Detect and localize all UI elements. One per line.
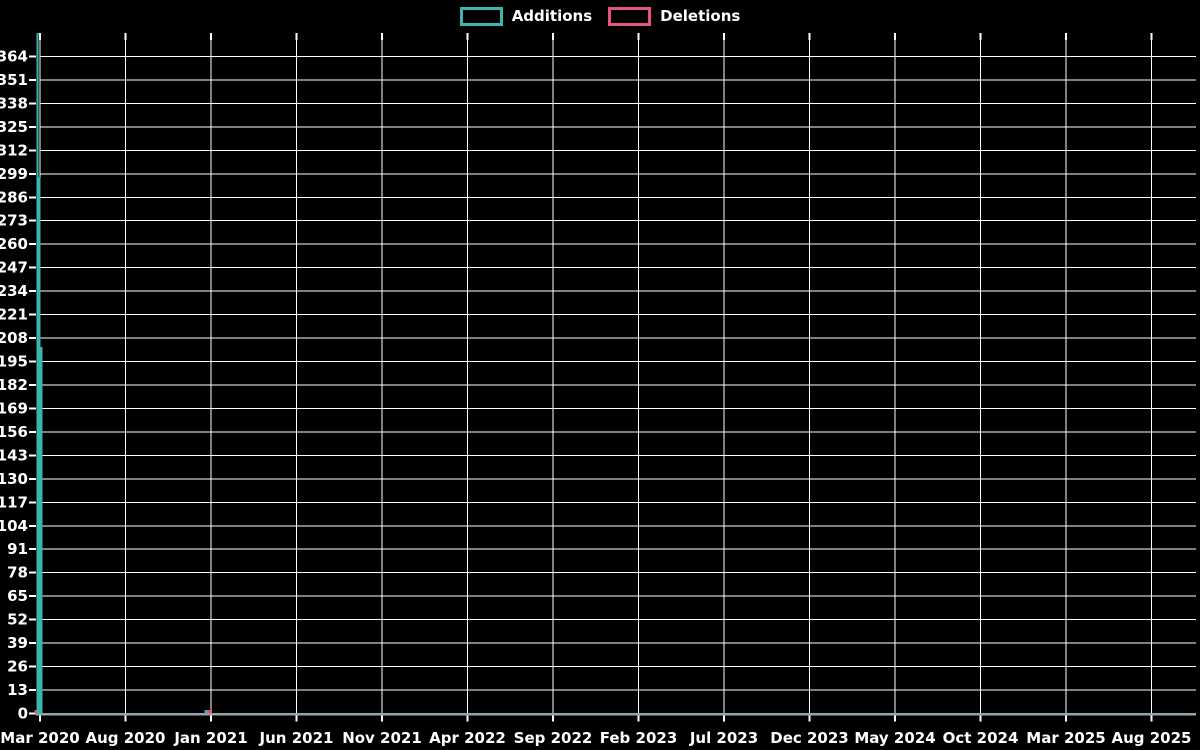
y-tick-label: 286 bbox=[0, 188, 28, 206]
x-tick-label: Apr 2022 bbox=[429, 729, 506, 747]
legend-item-additions: Additions bbox=[459, 6, 593, 26]
x-tick-label: Mar 2025 bbox=[1026, 729, 1105, 747]
x-tick-label: Sep 2022 bbox=[514, 729, 593, 747]
y-tick-label: 26 bbox=[7, 658, 28, 676]
x-tick-label: Jan 2021 bbox=[173, 729, 247, 747]
bar-additions bbox=[40, 347, 43, 714]
x-tick-label: Nov 2021 bbox=[342, 729, 422, 747]
x-tick-marks bbox=[39, 33, 1153, 722]
x-tick-label: Jun 2021 bbox=[259, 729, 334, 747]
y-tick-label: 351 bbox=[0, 71, 28, 89]
y-tick-label: 130 bbox=[0, 470, 28, 488]
legend-item-deletions: Deletions bbox=[608, 6, 740, 26]
y-tick-label: 52 bbox=[7, 611, 28, 629]
y-tick-label: 0 bbox=[18, 705, 28, 723]
y-tick-label: 221 bbox=[0, 306, 28, 324]
y-tick-label: 312 bbox=[0, 141, 28, 159]
y-tick-label: 234 bbox=[0, 282, 28, 300]
y-gridlines bbox=[40, 55, 1196, 691]
y-tick-label: 156 bbox=[0, 423, 28, 441]
y-tick-label: 182 bbox=[0, 376, 28, 394]
x-tick-label: May 2024 bbox=[854, 729, 935, 747]
x-tick-label: Mar 2020 bbox=[0, 729, 79, 747]
bar-additions bbox=[204, 709, 210, 714]
bars-additions bbox=[36, 33, 210, 714]
y-tick-label: 169 bbox=[0, 399, 28, 417]
chart-legend: Additions Deletions bbox=[0, 6, 1200, 26]
legend-label-deletions: Deletions bbox=[660, 7, 741, 25]
y-tick-label: 39 bbox=[7, 634, 28, 652]
x-tick-labels: Mar 2020 Aug 2020 Jan 2021 Jun 2021 Nov 2021… bbox=[0, 729, 1191, 747]
y-tick-label: 78 bbox=[7, 564, 28, 582]
y-tick-label: 273 bbox=[0, 212, 28, 230]
y-tick-label: 143 bbox=[0, 446, 28, 464]
bar-additions bbox=[38, 177, 41, 714]
y-tick-label: 91 bbox=[7, 540, 28, 558]
x-gridlines bbox=[39, 33, 1152, 714]
y-tick-label: 13 bbox=[7, 681, 28, 699]
bar-additions bbox=[36, 33, 39, 714]
x-tick-label: Oct 2024 bbox=[943, 729, 1019, 747]
y-tick-label: 65 bbox=[7, 587, 28, 605]
y-tick-label: 195 bbox=[0, 353, 28, 371]
x-tick-label: Aug 2025 bbox=[1112, 729, 1192, 747]
y-tick-label: 117 bbox=[0, 493, 28, 511]
bar-deletions bbox=[34, 709, 37, 714]
y-tick-marks bbox=[29, 55, 36, 715]
legend-swatch-additions-icon bbox=[459, 6, 503, 26]
y-tick-label: 325 bbox=[0, 118, 28, 136]
x-tick-label: Jul 2023 bbox=[689, 729, 758, 747]
legend-swatch-deletions-icon bbox=[608, 6, 652, 26]
y-tick-label: 104 bbox=[0, 517, 28, 535]
y-tick-labels: 0 13 26 39 52 65 78 91 104 117 130 143 156 169 182 195 2… bbox=[0, 47, 28, 722]
y-tick-label: 299 bbox=[0, 165, 28, 183]
x-tick-label: Dec 2023 bbox=[770, 729, 849, 747]
y-tick-label: 208 bbox=[0, 329, 28, 347]
y-tick-label: 338 bbox=[0, 94, 28, 112]
legend-label-additions: Additions bbox=[511, 7, 593, 25]
bars-deletions bbox=[34, 709, 213, 714]
x-tick-label: Feb 2023 bbox=[600, 729, 678, 747]
x-tick-label: Aug 2020 bbox=[86, 729, 166, 747]
y-tick-label: 260 bbox=[0, 235, 28, 253]
y-tick-label: 364 bbox=[0, 47, 28, 65]
bar-deletions bbox=[207, 709, 213, 714]
y-tick-label: 247 bbox=[0, 259, 28, 277]
